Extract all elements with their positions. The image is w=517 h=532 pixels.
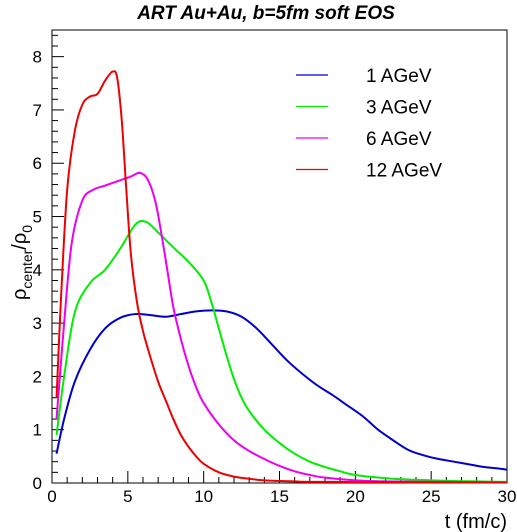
x-tick-label: 20 — [346, 487, 365, 506]
y-tick-label: 1 — [33, 421, 42, 440]
y-tick-label: 6 — [33, 154, 42, 173]
legend-label: 6 AGeV — [366, 129, 432, 150]
y-tick-label: 4 — [33, 261, 42, 280]
y-label-rho: ρ — [9, 289, 31, 300]
series-line-3-agev — [55, 219, 508, 483]
legend-item: 6 AGeV — [296, 129, 432, 150]
legend-item: 1 AGeV — [296, 66, 432, 87]
x-tick-label: 5 — [123, 487, 132, 506]
y-tick-label: 0 — [33, 474, 42, 493]
y-tick-label: 2 — [33, 367, 42, 386]
legend-item: 3 AGeV — [296, 98, 432, 119]
series-lines — [55, 70, 508, 484]
legend: 1 AGeV 3 AGeV 6 AGeV 12 AGeV — [296, 66, 442, 182]
y-tick-label: 5 — [33, 208, 42, 227]
legend-label: 12 AGeV — [366, 161, 442, 182]
series-line-1-agev — [55, 309, 508, 471]
x-tick-label: 30 — [498, 487, 517, 506]
chart-title: ART Au+Au, b=5fm soft EOS — [136, 3, 395, 24]
x-axis-label: t (fm/c) — [445, 511, 507, 532]
x-tick-label: 25 — [422, 487, 441, 506]
y-label-sub-center: center — [19, 249, 35, 288]
x-axis: 0 5 10 15 20 25 30 — [47, 471, 516, 506]
series-line-6-agev — [55, 171, 508, 484]
y-axis: 0 1 2 3 4 5 6 7 8 — [33, 34, 64, 493]
y-label-sub-0: 0 — [19, 225, 35, 233]
y-tick-label: 8 — [33, 48, 42, 67]
y-axis-label: ρcenter/ρ0 — [9, 225, 35, 300]
legend-label: 3 AGeV — [366, 98, 432, 119]
y-tick-label: 3 — [33, 314, 42, 333]
legend-item: 12 AGeV — [296, 161, 442, 182]
x-tick-label: 10 — [194, 487, 213, 506]
x-tick-label: 15 — [270, 487, 289, 506]
y-tick-label: 7 — [33, 101, 42, 120]
legend-label: 1 AGeV — [366, 66, 432, 87]
y-label-sep: /ρ — [9, 233, 31, 250]
x-tick-label: 0 — [47, 487, 56, 506]
series-line-12-agev — [55, 70, 508, 484]
